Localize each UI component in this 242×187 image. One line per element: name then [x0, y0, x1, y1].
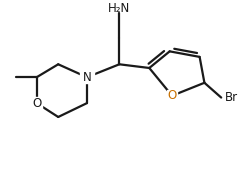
Text: H₂N: H₂N [108, 2, 130, 15]
Bar [80, 71, 94, 83]
Text: O: O [32, 97, 41, 110]
Text: N: N [83, 71, 91, 84]
Text: Br: Br [225, 91, 238, 104]
Bar [31, 97, 42, 109]
Text: O: O [167, 89, 177, 102]
Bar [167, 90, 177, 102]
